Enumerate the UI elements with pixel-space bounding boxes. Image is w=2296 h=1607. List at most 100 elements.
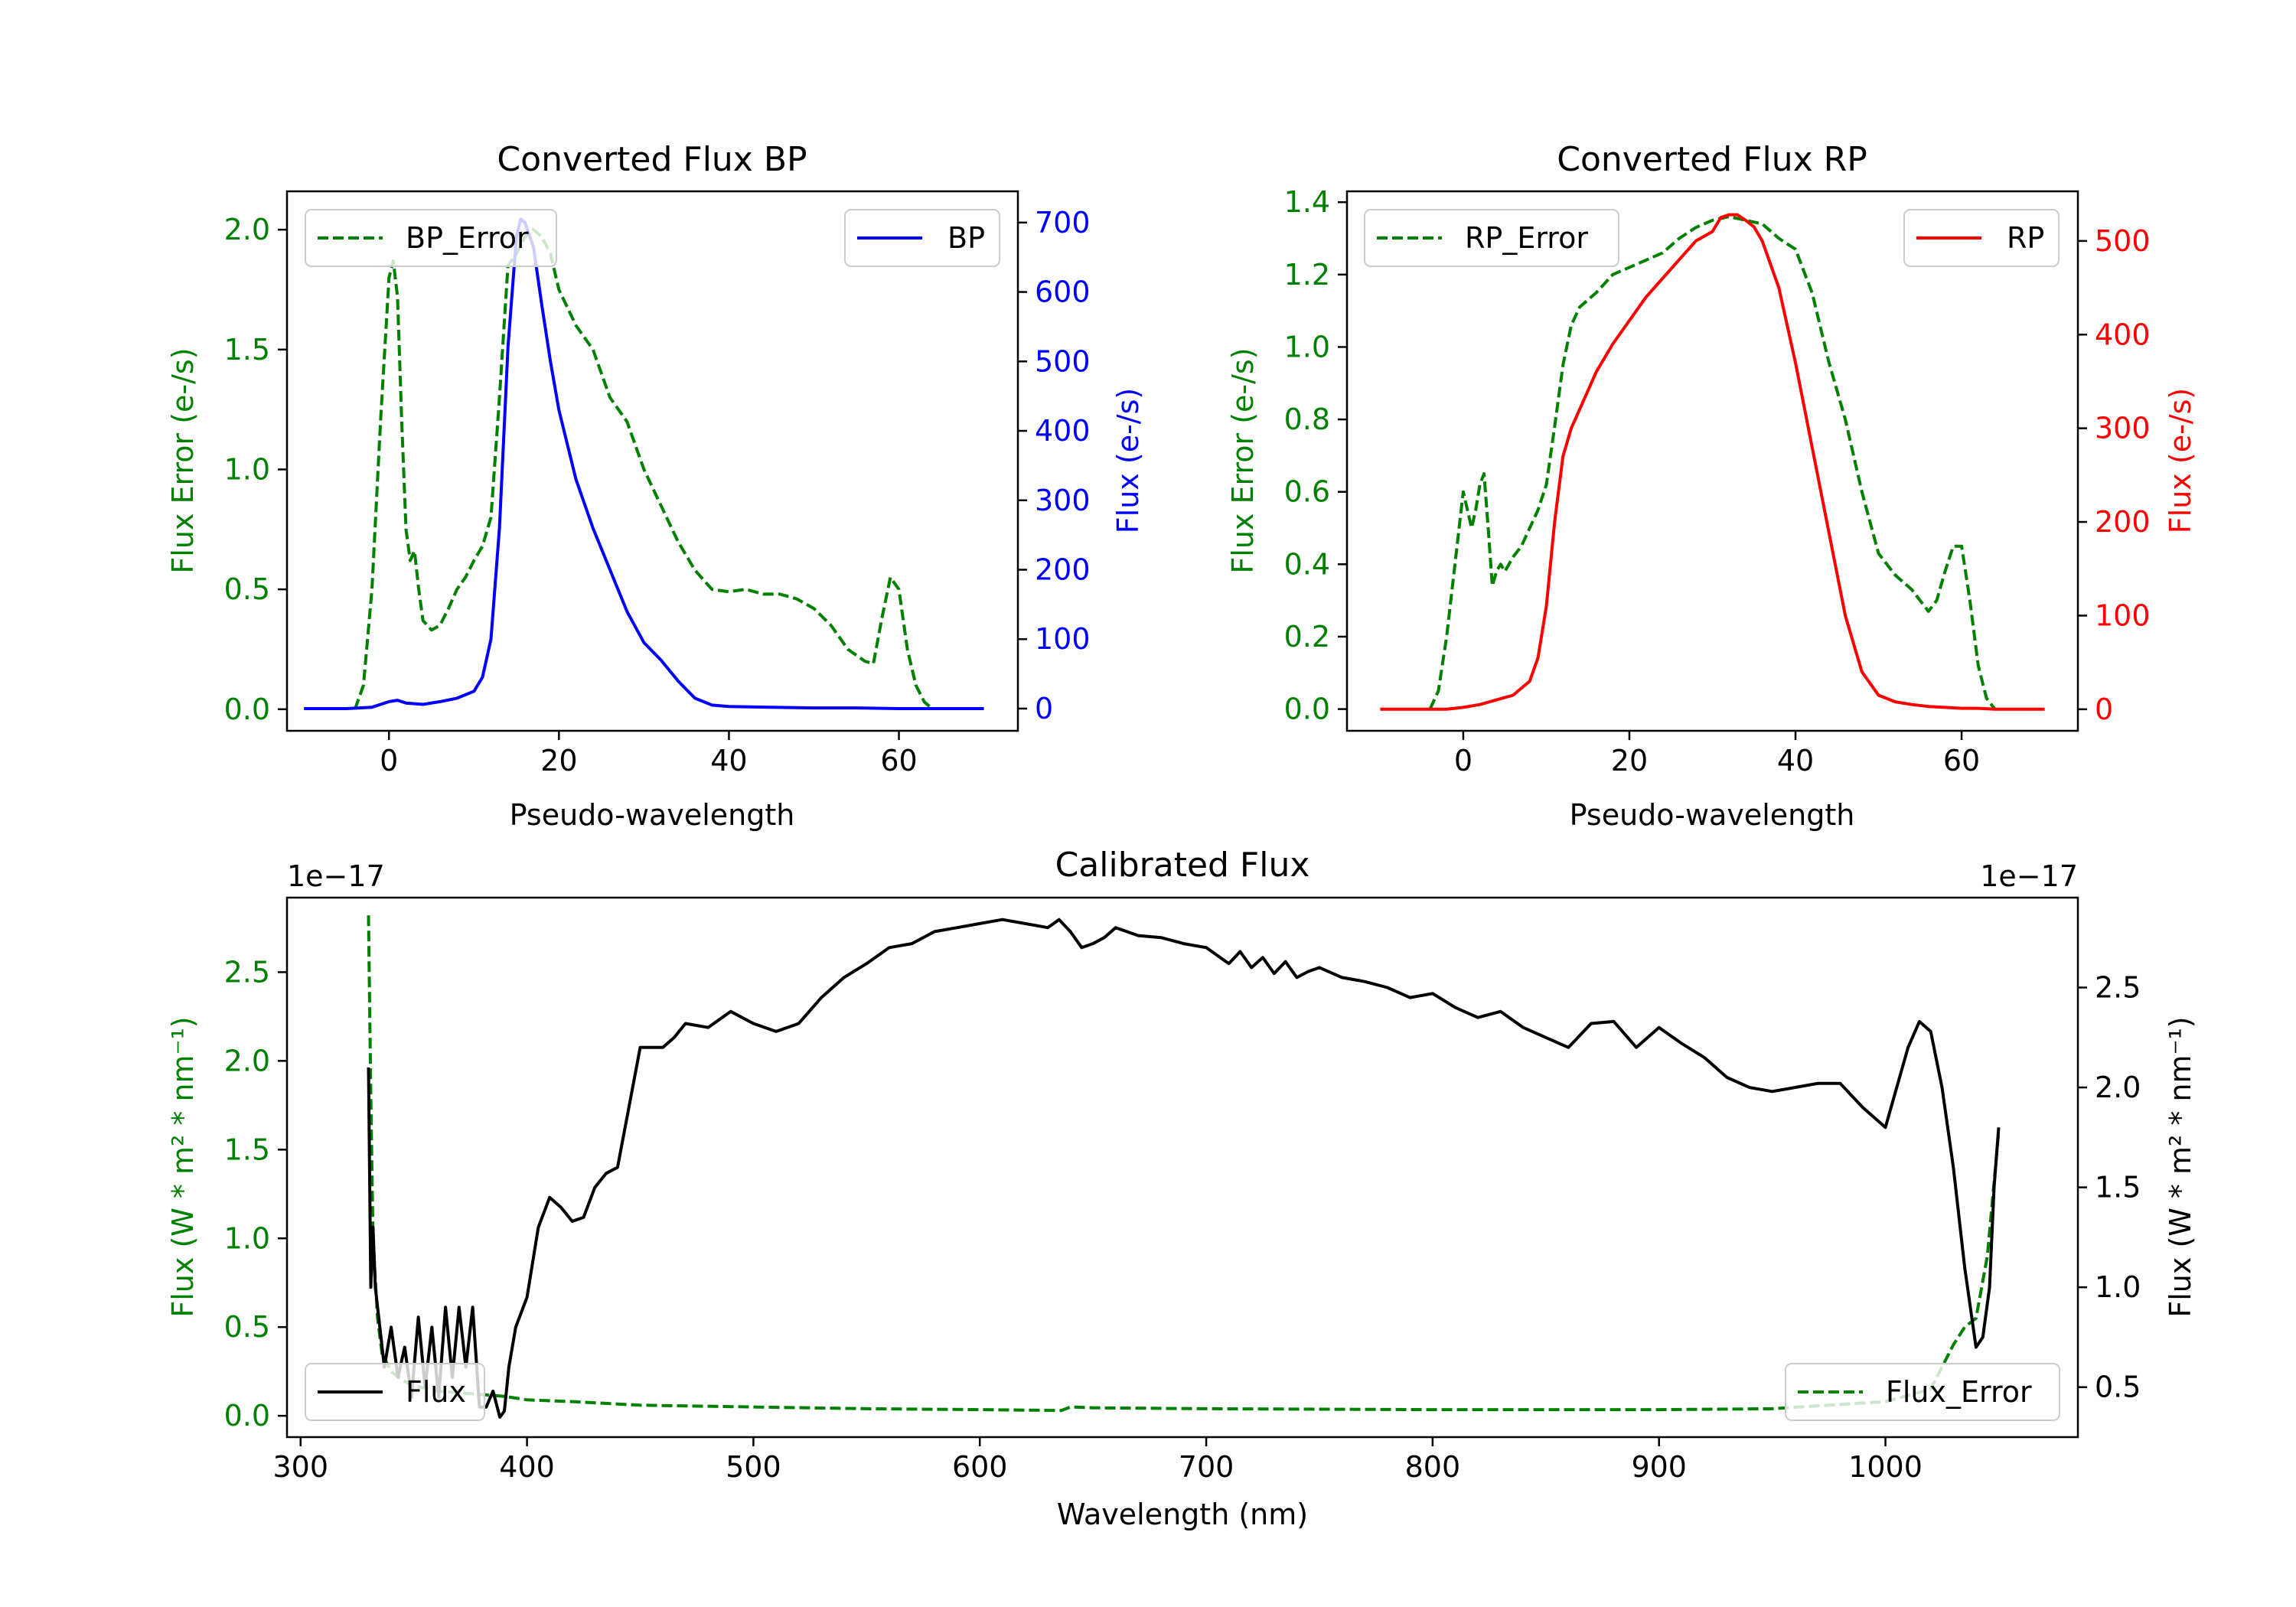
y-right-tick-label: 500	[1035, 344, 1091, 378]
y-left-tick-label: 1.0	[1284, 330, 1330, 363]
y-left-tick-label: 1.4	[1284, 185, 1330, 219]
y-right-tick-label: 2.5	[2095, 971, 2141, 1005]
chart-bp-plot	[304, 217, 984, 711]
y-right-tick-label: 0	[1035, 692, 1053, 725]
chart-bp-xlabel: Pseudo-wavelength	[510, 798, 795, 832]
x-tick-label: 1000	[1848, 1450, 1923, 1484]
chart-bp: Converted Flux BP 0 20 40 60 0.0 0.5 1.0 1.5 2.…	[166, 140, 1145, 832]
x-tick-label: 60	[880, 744, 917, 777]
y-left-tick-label: 2.5	[224, 955, 270, 989]
y-left-tick-label: 0.0	[224, 693, 270, 726]
y-right-tick-label: 700	[1035, 206, 1091, 240]
x-tick-label: 20	[540, 744, 577, 777]
y-left-tick-label: 2.0	[224, 1044, 270, 1077]
y-left-tick-label: 0.4	[1284, 547, 1330, 581]
chart-bp-lticks: 0.0 0.5 1.0 1.5 2.0	[224, 213, 287, 726]
legend-label: Flux_Error	[1886, 1375, 2032, 1409]
y-left-tick-label: 0.2	[1284, 620, 1330, 654]
y-right-tick-label: 1.0	[2095, 1270, 2141, 1304]
chart-rp-series-rp	[1380, 213, 2045, 711]
chart-bp-rticks: 0 100 200 300 400 500 600 700	[1018, 206, 1091, 725]
y-right-tick-label: 100	[1035, 622, 1091, 656]
chart-cal-title: Calibrated Flux	[1055, 846, 1310, 885]
chart-rp-legend-right: RP	[1903, 209, 2060, 267]
legend-box	[305, 1363, 485, 1421]
y-left-tick-label: 0.6	[1284, 475, 1330, 509]
y-right-tick-label: 300	[2095, 412, 2151, 445]
chart-cal-ylabel-left: Flux (W * m² * nm⁻¹)	[166, 1016, 200, 1317]
chart-rp-lticks: 0.0 0.2 0.4 0.6 0.8 1.0 1.2 1.4	[1284, 185, 1347, 726]
y-right-tick-label: 300	[1035, 484, 1091, 517]
chart-cal-frame	[285, 896, 2079, 1439]
x-tick-label: 700	[1179, 1450, 1234, 1484]
x-tick-label: 0	[1454, 744, 1473, 777]
legend-box	[1785, 1363, 2060, 1421]
y-right-tick-label: 200	[1035, 553, 1091, 586]
chart-rp-plot	[1380, 213, 2045, 711]
legend-box	[1364, 209, 1619, 267]
y-left-tick-label: 0.8	[1284, 403, 1330, 436]
y-right-tick-label: 0.5	[2095, 1371, 2141, 1404]
chart-rp-series-rp_error	[1428, 215, 1997, 710]
chart-rp-rticks: 0 100 200 300 400 500	[2078, 224, 2151, 726]
x-tick-label: 600	[952, 1450, 1008, 1484]
y-left-tick-label: 1.5	[224, 333, 270, 367]
x-tick-label: 400	[499, 1450, 555, 1484]
x-tick-label: 300	[272, 1450, 328, 1484]
legend-label: RP_Error	[1465, 221, 1588, 255]
x-tick-label: 40	[1777, 744, 1814, 777]
x-tick-label: 60	[1943, 744, 1980, 777]
chart-cal-ylabel-right: Flux (W * m² * nm⁻¹)	[2164, 1016, 2197, 1317]
chart-cal-offset-right: 1e−17	[1980, 859, 2078, 893]
y-right-tick-label: 400	[2095, 318, 2151, 351]
x-tick-label: 500	[726, 1450, 781, 1484]
y-left-tick-label: 0.0	[224, 1399, 270, 1433]
legend-label: RP	[2007, 221, 2044, 255]
y-right-tick-label: 100	[2095, 598, 2151, 632]
chart-cal-rticks: 0.5 1.0 1.5 2.0 2.5	[2078, 971, 2141, 1404]
x-tick-label: 900	[1631, 1450, 1687, 1484]
y-right-tick-label: 0	[2095, 693, 2113, 726]
chart-bp-legend-left: BP_Error	[305, 209, 557, 267]
chart-rp-xticks: 0 20 40 60	[1454, 731, 1980, 777]
y-left-tick-label: 1.0	[224, 452, 270, 486]
chart-rp: Converted Flux RP 0 20 40 60 0.00.20.40.60.…	[1226, 140, 2197, 832]
legend-label: BP	[947, 221, 985, 255]
legend-label: Flux	[406, 1375, 466, 1409]
chart-rp-xlabel: Pseudo-wavelength	[1570, 798, 1855, 832]
chart-rp-legend-left: RP_Error	[1364, 209, 1619, 267]
legend-label: BP_Error	[406, 221, 529, 255]
y-right-tick-label: 2.0	[2095, 1071, 2141, 1104]
chart-bp-series-bp	[304, 217, 984, 710]
chart-cal-xticks: 300 400 500 600 700 800 900 1000	[272, 1437, 1923, 1484]
chart-bp-frame	[285, 190, 1019, 732]
chart-bp-title: Converted Flux BP	[497, 140, 807, 179]
chart-bp-series-bp_error	[353, 228, 934, 711]
y-left-tick-label: 1.5	[224, 1133, 270, 1166]
y-left-tick-label: 0.5	[224, 572, 270, 606]
chart-rp-ylabel-left: Flux Error (e-/s)	[1226, 347, 1260, 573]
chart-bp-ylabel-left: Flux Error (e-/s)	[166, 347, 200, 573]
chart-bp-ylabel-right: Flux (e-/s)	[1111, 388, 1145, 533]
y-left-tick-label: 1.0	[224, 1221, 270, 1255]
chart-rp-frame	[1345, 190, 2079, 732]
chart-cal-plot	[367, 915, 2001, 1419]
chart-cal-lticks: 0.0 0.5 1.0 1.5 2.0 2.5	[224, 955, 287, 1433]
y-right-tick-label: 200	[2095, 505, 2151, 539]
y-right-tick-label: 600	[1035, 275, 1091, 309]
chart-cal-offset-left: 1e−17	[287, 859, 385, 893]
chart-cal: Calibrated Flux 1e−17 1e−17 300 400 500 600…	[166, 846, 2197, 1531]
chart-cal-series-flux	[367, 918, 2001, 1419]
chart-cal-xlabel: Wavelength (nm)	[1057, 1498, 1308, 1531]
chart-rp-title: Converted Flux RP	[1557, 140, 1867, 179]
y-right-tick-label: 500	[2095, 224, 2151, 258]
legend-box	[305, 209, 557, 267]
y-left-tick-label: 0.5	[224, 1310, 270, 1344]
y-left-tick-label: 1.2	[1284, 258, 1330, 292]
y-left-tick-label: 2.0	[224, 213, 270, 246]
chart-bp-legend-right: BP	[844, 209, 1000, 267]
x-tick-label: 0	[380, 744, 398, 777]
y-right-tick-label: 1.5	[2095, 1171, 2141, 1204]
x-tick-label: 40	[710, 744, 747, 777]
y-left-tick-label: 0.0	[1284, 693, 1330, 726]
